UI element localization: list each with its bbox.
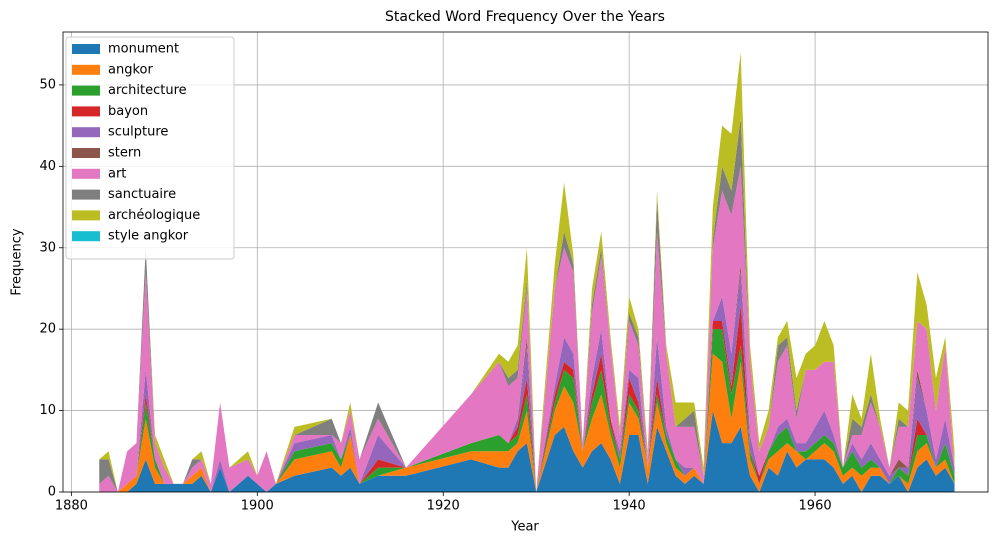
legend: monument angkor architecture bayon sculpture… [65, 36, 235, 260]
area [99, 166, 955, 492]
x-tick-label: 1920 [427, 499, 460, 514]
y-tick-label: 10 [39, 403, 56, 418]
x-tick-label: 1960 [799, 499, 832, 514]
legend-label: monument [108, 42, 179, 57]
x-tick-label: 1880 [55, 499, 88, 514]
legend-label: sculpture [108, 125, 168, 140]
legend-swatch [72, 106, 100, 117]
legend-label: archéologique [108, 208, 200, 223]
x-axis-label: Year [510, 520, 539, 535]
areas [99, 52, 955, 493]
y-tick-label: 40 [39, 159, 56, 174]
area [99, 353, 955, 492]
x-tick-label: 1940 [613, 499, 646, 514]
legend-label: art [108, 166, 126, 181]
legend-swatch [72, 148, 100, 158]
legend-label: architecture [108, 83, 187, 98]
y-tick-label: 0 [48, 485, 56, 500]
y-tick-label: 50 [39, 77, 56, 92]
legend-box [65, 36, 235, 260]
legend-label: stern [108, 146, 141, 161]
chart-title: Stacked Word Frequency Over the Years [385, 9, 665, 25]
legend-label: angkor [108, 62, 153, 77]
y-tick-label: 20 [39, 322, 56, 337]
legend-label: style angkor [108, 229, 189, 244]
legend-swatch [72, 189, 100, 200]
legend-swatch [72, 210, 100, 221]
legend-label: sanctuaire [108, 187, 176, 202]
legend-swatch [72, 44, 100, 54]
x-tick-label: 1900 [241, 499, 274, 514]
y-axis-label: Frequency [10, 228, 25, 295]
legend-swatch [72, 231, 100, 242]
area [99, 52, 955, 493]
legend-swatch [72, 64, 100, 75]
legend-label: bayon [108, 104, 148, 119]
legend-swatch [72, 168, 100, 179]
plot-frame [62, 31, 989, 493]
area [99, 329, 955, 492]
legend-swatch [72, 127, 100, 138]
y-tick-label: 30 [39, 240, 56, 255]
legend-swatch [72, 85, 100, 96]
